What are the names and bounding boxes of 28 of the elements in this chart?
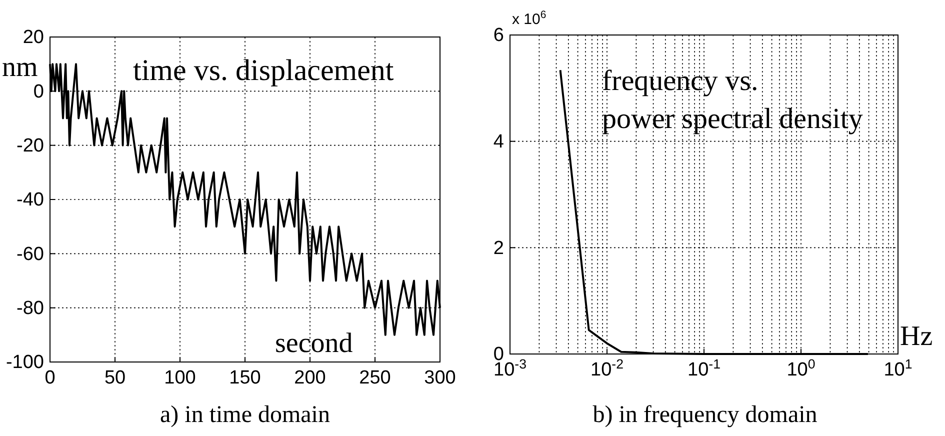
x-tick-label: 150 (229, 367, 261, 388)
x-tick-label: 300 (424, 367, 456, 388)
y-tick-label: 4 (493, 131, 504, 152)
x-tick-label: 10$^{-1}$ (688, 356, 720, 380)
y-tick-label: -60 (16, 244, 44, 265)
y-tick-label: -80 (16, 298, 44, 319)
x-tick-label: 10$^{1}$ (884, 356, 912, 380)
text: x 10$^{6}$ (512, 9, 546, 28)
x-tick-label: 50 (104, 367, 126, 388)
y-tick-label: -40 (16, 190, 44, 211)
x-tick-label: 250 (359, 367, 391, 388)
x-axis-title: second (275, 328, 353, 359)
text: b) in frequency domain (592, 402, 818, 428)
y-tick-label: 20 (22, 27, 44, 48)
y-tick-label: 2 (493, 238, 504, 259)
x-tick-label: 10$^{-2}$ (590, 356, 624, 380)
x-tick-label: 200 (294, 367, 326, 388)
y-tick-label: -20 (16, 135, 44, 156)
y-tick-label: -100 (6, 352, 44, 374)
x-tick-label: 10$^{0}$ (786, 356, 816, 380)
text: time vs. displacement (133, 54, 394, 87)
text: frequency vs. power spectral density (602, 65, 864, 135)
text: a) in time domain (160, 402, 330, 428)
y-tick-label: 0 (33, 81, 44, 102)
x-axis-title: Hz (900, 321, 933, 352)
y-tick-label: 6 (493, 25, 504, 46)
x-tick-label: 100 (164, 367, 196, 388)
y-axis-title: nm (2, 52, 38, 83)
